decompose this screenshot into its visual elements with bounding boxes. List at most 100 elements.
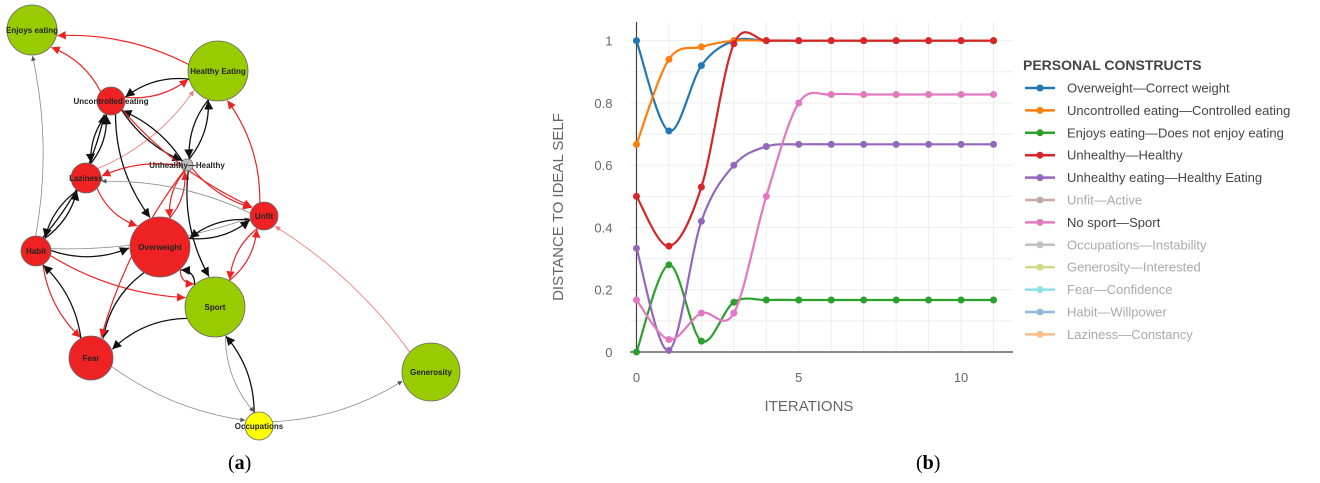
data-point (990, 140, 998, 148)
data-point (632, 244, 640, 252)
series-line (635, 263, 994, 353)
legend-swatch-dot (1036, 129, 1044, 137)
data-point (762, 192, 770, 200)
network-node-fear[interactable]: Fear (68, 335, 114, 381)
network-node-label: Uncontrolled eating (73, 97, 148, 106)
legend-swatch-dot (1036, 286, 1044, 294)
legend-item-9[interactable]: Fear—Confidence (1025, 282, 1173, 297)
series-line (635, 37, 994, 133)
series-0 (632, 37, 998, 135)
network-edge-overweight-to-sport (179, 269, 195, 288)
network-node-label: Unfit (255, 212, 274, 221)
y-axis-title: DISTANCE TO IDEAL SELF (550, 113, 567, 301)
network-node-habit[interactable]: Habit (20, 235, 52, 267)
data-point (892, 296, 900, 304)
legend-item-6[interactable]: No sport—Sport (1025, 215, 1161, 230)
network-edge-uncontrolled-to-overweight (114, 114, 151, 218)
legend-label: Uncontrolled eating—Controlled eating (1067, 103, 1290, 118)
data-point (697, 183, 705, 191)
network-node-unfit[interactable]: Unfit (249, 201, 279, 231)
network-node-enjoys[interactable]: Enjoys eating (6, 4, 58, 56)
legend-label: Overweight—Correct weight (1067, 81, 1230, 96)
legend-item-1[interactable]: Uncontrolled eating—Controlled eating (1025, 103, 1290, 118)
legend-label: Unfit—Active (1067, 193, 1142, 208)
data-point (860, 296, 868, 304)
x-axis-title: ITERATIONS (765, 398, 854, 415)
network-edge-unhealthy-to-healthy (188, 100, 214, 160)
legend-label: Enjoys eating—Does not enjoy eating (1067, 125, 1284, 140)
legend-item-10[interactable]: Habit—Willpower (1025, 305, 1167, 320)
legend-item-0[interactable]: Overweight—Correct weight (1025, 81, 1230, 96)
network-edge-healthy-to-uncontrolled (125, 77, 190, 98)
data-point (697, 309, 705, 317)
data-point (892, 91, 900, 99)
network-node-label: Sport (205, 303, 226, 312)
legend-swatch-dot (1036, 263, 1044, 271)
legend-title: PERSONAL CONSTRUCTS (1023, 57, 1202, 73)
legend-label: Habit—Willpower (1067, 305, 1167, 320)
network-node-label: Habit (26, 247, 46, 256)
legend-item-5[interactable]: Unfit—Active (1025, 193, 1142, 208)
network-node-label: Generosity (410, 368, 452, 377)
data-point (827, 140, 835, 148)
chart-legend[interactable]: PERSONAL CONSTRUCTS Overweight—Correct w… (1023, 57, 1290, 342)
network-node-label: Healthy Eating (190, 67, 246, 76)
network-edge-uncontrolled-to-enjoys (51, 46, 102, 92)
network-edge-habit-to-laziness (44, 191, 80, 240)
data-point (892, 140, 900, 148)
network-node-overweight[interactable]: Overweight (129, 216, 191, 278)
panel-label-a: (a) (228, 452, 252, 474)
data-point (730, 309, 738, 317)
legend-label: Laziness—Constancy (1067, 327, 1193, 342)
network-node-uncontrolled[interactable]: Uncontrolled eating (73, 86, 149, 116)
y-tick-label: 0.2 (594, 283, 612, 298)
network-edge-fear-to-occupations (111, 365, 246, 423)
network-node-laziness[interactable]: Laziness (69, 162, 103, 194)
network-edge-sport-to-fear (111, 317, 188, 350)
y-tick-label: 0 (605, 345, 612, 360)
data-point (762, 37, 770, 45)
data-point (665, 261, 673, 269)
data-point (795, 140, 803, 148)
network-node-healthy[interactable]: Healthy Eating (187, 40, 249, 102)
network-edge-laziness-to-healthy (97, 90, 195, 170)
network-node-circle (20, 235, 52, 267)
series-line (635, 31, 994, 248)
network-edge-sport-to-overweight (180, 265, 196, 285)
network-edge-unhealthy-to-uncontrolled (122, 110, 183, 162)
legend-label: Generosity—Interested (1067, 260, 1201, 275)
series-6 (632, 91, 998, 344)
network-edge-occupations-to-sport (225, 335, 255, 413)
network-node-occupations[interactable]: Occupations (235, 411, 284, 441)
network-node-generosity[interactable]: Generosity (401, 342, 461, 402)
network-edge-habit-to-fear (42, 264, 81, 338)
legend-item-2[interactable]: Enjoys eating—Does not enjoy eating (1025, 125, 1284, 140)
data-point (795, 296, 803, 304)
network-edge-unfit-to-healthy (226, 100, 261, 203)
legend-swatch-dot (1036, 151, 1044, 159)
data-point (795, 37, 803, 45)
legend-label: Fear—Confidence (1067, 282, 1173, 297)
network-node-label: Laziness (69, 174, 103, 183)
line-chart: 0 5 10 0 0.2 0.4 0.6 0.8 1 ITERATIONS DISTANCE T… (550, 22, 1290, 415)
legend-item-3[interactable]: Unhealthy—Healthy (1025, 148, 1183, 163)
network-node-unhealthy[interactable]: Unhealthy—Healthy (149, 158, 225, 172)
data-point (665, 55, 673, 63)
legend-item-11[interactable]: Laziness—Constancy (1025, 327, 1193, 342)
series-4 (632, 140, 998, 354)
y-tick-label: 0.8 (594, 96, 612, 111)
network-node-circle (401, 342, 461, 402)
network-node-sport[interactable]: Sport (184, 276, 246, 338)
network-edge-unhealthy-to-laziness (101, 163, 182, 177)
legend-item-4[interactable]: Unhealthy eating—Healthy Eating (1025, 170, 1262, 185)
network-graph: Enjoys eating Healthy Eating Uncontrolled … (6, 4, 461, 441)
x-tick-label: 10 (954, 370, 968, 385)
data-point (697, 62, 705, 70)
network-edge-habit-to-sport (49, 254, 186, 302)
data-point (665, 127, 673, 135)
legend-swatch-dot (1036, 174, 1044, 182)
legend-item-8[interactable]: Generosity—Interested (1025, 260, 1201, 275)
legend-item-7[interactable]: Occupations—Instability (1025, 237, 1207, 252)
y-tick-label: 0.4 (594, 220, 612, 235)
legend-label: Unhealthy eating—Healthy Eating (1067, 170, 1262, 185)
